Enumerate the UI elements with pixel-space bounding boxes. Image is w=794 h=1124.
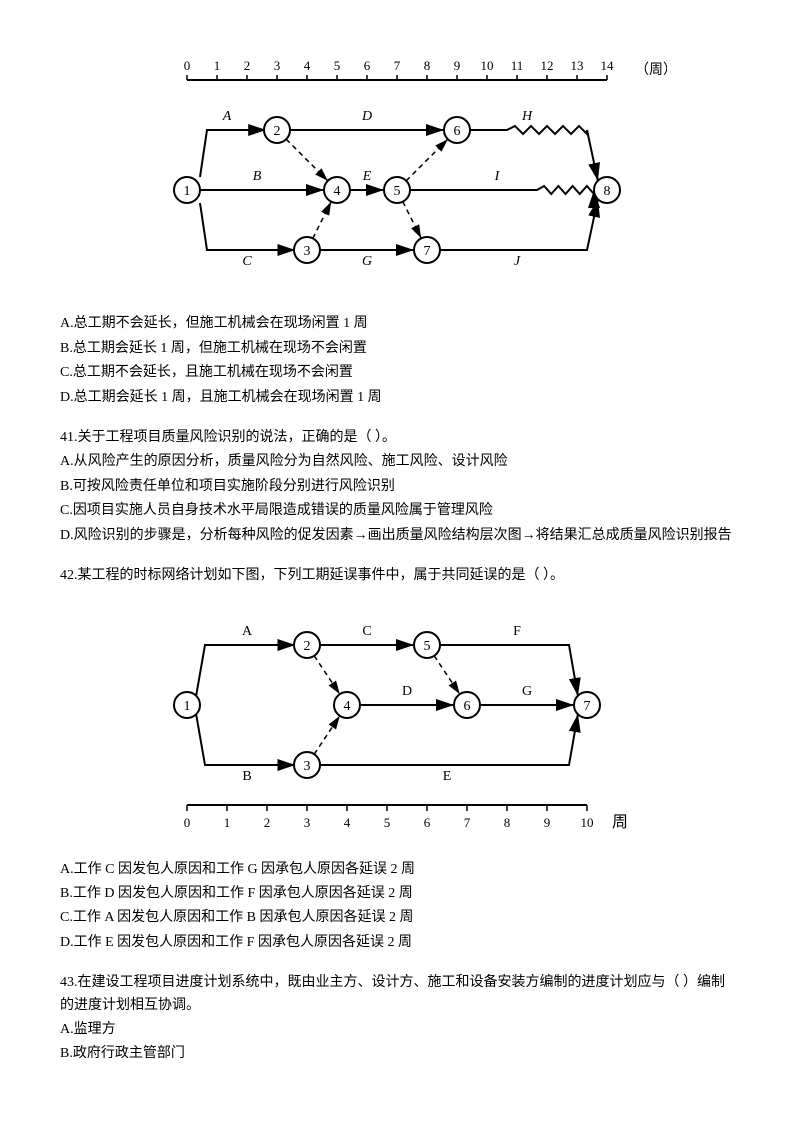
svg-text:A: A: [242, 624, 253, 639]
svg-text:9: 9: [544, 815, 551, 830]
q40-opt-c: C.总工期不会延长，且施工机械在现场不会闲置: [60, 362, 734, 384]
q42-opt-a: A.工作 C 因发包人原因和工作 G 因承包人原因各延误 2 周: [60, 859, 734, 881]
svg-text:A: A: [222, 109, 232, 124]
q42-stem: 42.某工程的时标网络计划如下图，下列工期延误事件中，属于共同延误的是（ ）。: [60, 565, 734, 587]
svg-text:1: 1: [224, 815, 231, 830]
svg-text:4: 4: [344, 815, 351, 830]
svg-text:E: E: [362, 169, 372, 184]
svg-text:5: 5: [394, 184, 401, 199]
svg-text:I: I: [494, 169, 501, 184]
svg-text:D: D: [402, 684, 412, 699]
svg-text:G: G: [362, 254, 372, 269]
network-diagram-2: A B C D E F G 1 2 3 4 5 6 7 0 1 2 3 4 5 6 7 8 9 10 周: [147, 605, 647, 835]
q41-opt-d: D.风险识别的步骤是，分析每种风险的促发因素→画出质量风险结构层次图→将结果汇总…: [60, 525, 734, 547]
svg-text:13: 13: [571, 58, 584, 73]
svg-text:10: 10: [481, 58, 494, 73]
q40-opt-b: B.总工期会延长 1 周，但施工机械在现场不会闲置: [60, 338, 734, 360]
svg-text:B: B: [253, 169, 262, 184]
q43-opt-b: B.政府行政主管部门: [60, 1043, 734, 1065]
svg-text:D: D: [361, 109, 372, 124]
svg-text:7: 7: [584, 699, 591, 714]
svg-text:C: C: [242, 254, 252, 269]
svg-text:E: E: [443, 769, 452, 784]
svg-text:0: 0: [184, 815, 191, 830]
svg-text:3: 3: [304, 815, 311, 830]
q41-opt-b: B.可按风险责任单位和项目实施阶段分别进行风险识别: [60, 476, 734, 498]
q43-stem: 43.在建设工程项目进度计划系统中，既由业主方、设计方、施工和设备安装方编制的进…: [60, 972, 734, 1017]
q42-opt-c: C.工作 A 因发包人原因和工作 B 因承包人原因各延误 2 周: [60, 907, 734, 929]
svg-text:8: 8: [504, 815, 511, 830]
q42-options: A.工作 C 因发包人原因和工作 G 因承包人原因各延误 2 周 B.工作 D …: [60, 859, 734, 955]
svg-text:6: 6: [424, 815, 431, 830]
q40-options: A.总工期不会延长，但施工机械会在现场闲置 1 周 B.总工期会延长 1 周，但…: [60, 313, 734, 409]
svg-text:8: 8: [424, 58, 431, 73]
svg-text:3: 3: [304, 759, 311, 774]
q41-stem: 41.关于工程项目质量风险识别的说法，正确的是（ ）。: [60, 427, 734, 449]
svg-text:2: 2: [304, 639, 311, 654]
svg-text:（周）: （周）: [635, 62, 667, 78]
q40-opt-a: A.总工期不会延长，但施工机械会在现场闲置 1 周: [60, 313, 734, 335]
svg-text:7: 7: [394, 58, 401, 73]
svg-text:0: 0: [184, 58, 191, 73]
q41-opt-c: C.因项目实施人员自身技术水平局限造成错误的质量风险属于管理风险: [60, 500, 734, 522]
svg-text:8: 8: [604, 184, 611, 199]
network-diagram-1: 01234567891011121314（周）ABCDEGHIJ12345678: [127, 50, 667, 290]
svg-text:2: 2: [244, 58, 251, 73]
svg-text:H: H: [521, 109, 533, 124]
svg-text:9: 9: [454, 58, 461, 73]
svg-text:12: 12: [541, 58, 554, 73]
q41: 41.关于工程项目质量风险识别的说法，正确的是（ ）。 A.从风险产生的原因分析…: [60, 427, 734, 547]
svg-text:6: 6: [364, 58, 371, 73]
svg-text:B: B: [242, 769, 251, 784]
q40-opt-d: D.总工期会延长 1 周，且施工机械会在现场闲置 1 周: [60, 387, 734, 409]
svg-text:3: 3: [274, 58, 281, 73]
svg-text:J: J: [514, 254, 521, 269]
svg-text:5: 5: [424, 639, 431, 654]
q42: 42.某工程的时标网络计划如下图，下列工期延误事件中，属于共同延误的是（ ）。: [60, 565, 734, 587]
svg-text:10: 10: [581, 815, 594, 830]
svg-text:1: 1: [184, 184, 191, 199]
diagram-1: 01234567891011121314（周）ABCDEGHIJ12345678: [60, 50, 734, 298]
svg-text:14: 14: [601, 58, 615, 73]
svg-text:1: 1: [214, 58, 221, 73]
q41-opt-a: A.从风险产生的原因分析，质量风险分为自然风险、施工风险、设计风险: [60, 451, 734, 473]
svg-text:6: 6: [454, 124, 461, 139]
q42-opt-b: B.工作 D 因发包人原因和工作 F 因承包人原因各延误 2 周: [60, 883, 734, 905]
q43-opt-a: A.监理方: [60, 1019, 734, 1041]
svg-text:4: 4: [334, 184, 341, 199]
svg-text:周: 周: [612, 814, 628, 831]
q43: 43.在建设工程项目进度计划系统中，既由业主方、设计方、施工和设备安装方编制的进…: [60, 972, 734, 1066]
svg-text:G: G: [522, 684, 532, 699]
svg-text:2: 2: [264, 815, 271, 830]
svg-text:C: C: [362, 624, 371, 639]
svg-text:7: 7: [424, 244, 431, 259]
svg-text:5: 5: [384, 815, 391, 830]
svg-text:4: 4: [344, 699, 351, 714]
svg-text:4: 4: [304, 58, 311, 73]
svg-text:F: F: [513, 624, 521, 639]
svg-text:11: 11: [511, 58, 524, 73]
svg-text:1: 1: [184, 699, 191, 714]
diagram-2: A B C D E F G 1 2 3 4 5 6 7 0 1 2 3 4 5 6 7 8 9 10 周: [60, 605, 734, 843]
q42-opt-d: D.工作 E 因发包人原因和工作 F 因承包人原因各延误 2 周: [60, 932, 734, 954]
svg-text:3: 3: [304, 244, 311, 259]
svg-text:7: 7: [464, 815, 471, 830]
svg-text:5: 5: [334, 58, 341, 73]
svg-text:6: 6: [464, 699, 471, 714]
svg-text:2: 2: [274, 124, 281, 139]
